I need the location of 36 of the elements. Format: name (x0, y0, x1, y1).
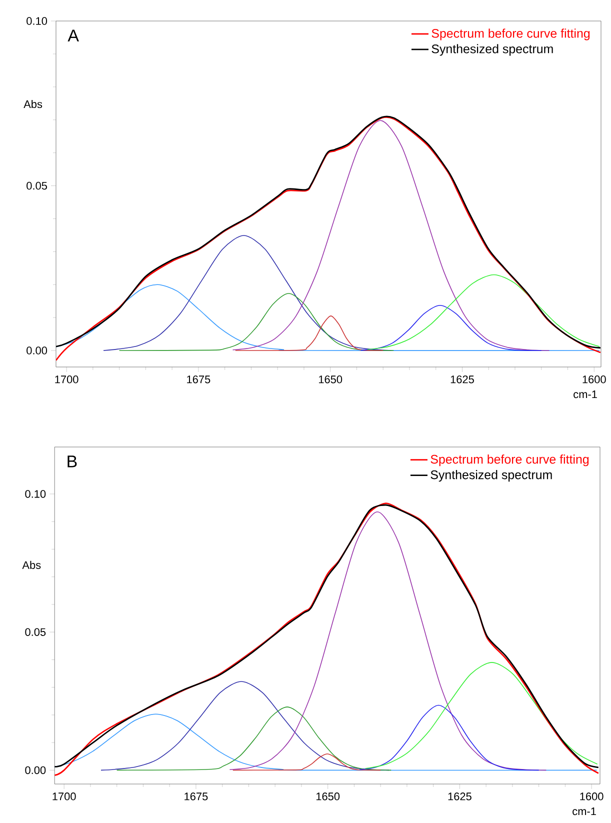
x-axis-title: cm-1 (572, 808, 596, 816)
x-tick-label: 1625 (450, 376, 474, 384)
y-tick-label: 0.00 (25, 766, 46, 774)
x-tick-label: 1675 (187, 376, 210, 384)
y-tick-label: 0.10 (25, 490, 46, 498)
line-series (118, 293, 394, 351)
chart-title: B (68, 456, 77, 468)
line-series (364, 662, 598, 769)
x-tick-label: 1650 (318, 376, 342, 384)
line-series (232, 753, 381, 771)
y-tick-label: 0.05 (26, 182, 47, 190)
chart-title: A (68, 30, 79, 42)
legend-label: Spectrum before curve fitting (432, 28, 590, 40)
x-tick-label: 1650 (316, 792, 340, 800)
legend-label: Synthesized spectrum (430, 470, 552, 482)
x-tick-label: 1700 (52, 792, 76, 800)
y-tick-label: 0.00 (26, 346, 48, 354)
x-tick-label: 1700 (55, 376, 78, 384)
y-tick-label: 0.05 (25, 628, 46, 636)
x-tick-label: 1600 (580, 792, 604, 800)
y-axis-title: Abs (22, 560, 41, 569)
x-tick-label: 1600 (582, 376, 606, 384)
y-axis-title: Abs (24, 100, 42, 108)
line-series (359, 704, 540, 771)
legend-label: Spectrum before curve fitting (430, 454, 589, 466)
line-series (232, 120, 550, 351)
line-series (366, 274, 600, 350)
x-axis-title: cm-1 (574, 390, 597, 398)
line-series (234, 316, 384, 351)
line-series (229, 512, 547, 771)
line-series (360, 304, 542, 351)
legend-label: Synthesized spectrum (432, 44, 553, 56)
line-series (116, 706, 392, 771)
y-tick-label: 0.10 (26, 17, 48, 25)
x-tick-label: 1625 (448, 792, 472, 800)
x-tick-label: 1675 (184, 792, 208, 800)
